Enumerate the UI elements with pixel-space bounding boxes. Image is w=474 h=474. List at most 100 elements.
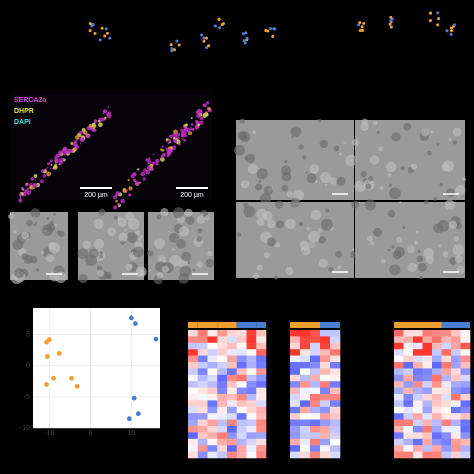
- fluo-speck: [98, 122, 103, 128]
- heat-cell: [300, 336, 311, 344]
- fluo-speck: [26, 190, 31, 196]
- heat-cell: [432, 445, 442, 452]
- heat-cell: [227, 355, 238, 363]
- heat-cell: [403, 342, 414, 350]
- em-texture: [436, 143, 440, 147]
- heat-cell: [300, 355, 311, 363]
- fluo-speck: [160, 155, 164, 159]
- fluo-speck: [102, 112, 105, 115]
- heat-cell: [217, 432, 228, 440]
- heat-cell: [188, 330, 199, 337]
- em-texture: [192, 268, 196, 272]
- em-texture: [320, 171, 332, 184]
- heat-cell: [320, 406, 331, 414]
- heat-cell: [441, 394, 452, 401]
- heat-cell: [197, 400, 208, 408]
- group-bar: [320, 322, 330, 328]
- heat-cell: [310, 432, 321, 440]
- heat-cell: [236, 419, 247, 427]
- top-dot: [437, 17, 441, 21]
- top-dot: [357, 23, 361, 27]
- top-dot: [172, 48, 176, 52]
- em-texture: [242, 134, 248, 140]
- heat-cell: [394, 362, 404, 369]
- heat-cell: [188, 362, 199, 369]
- heat-cell: [227, 432, 238, 440]
- em-texture: [127, 218, 140, 230]
- fluo-speck: [90, 126, 95, 131]
- heat-cell: [441, 406, 452, 414]
- em-texture: [325, 208, 330, 213]
- top-dot: [218, 26, 222, 30]
- heat-cell: [422, 349, 433, 356]
- heat-cell: [441, 413, 452, 420]
- em-texture: [29, 255, 38, 264]
- heat-cell: [246, 362, 257, 369]
- heat-cell: [330, 381, 341, 388]
- heat-cell: [330, 413, 341, 420]
- em-texture: [329, 177, 338, 185]
- em-texture: [93, 218, 104, 229]
- heat-cell: [290, 406, 301, 414]
- heat-cell: [394, 394, 404, 401]
- fluo-speck: [29, 185, 34, 190]
- heat-cell: [422, 342, 433, 350]
- fluo-speck: [57, 154, 61, 158]
- heat-cell: [460, 445, 471, 452]
- heat-cell: [236, 445, 247, 452]
- em-texture: [46, 216, 50, 220]
- heat-cell: [441, 426, 452, 433]
- em-texture: [430, 130, 434, 134]
- heat-cell: [290, 426, 301, 433]
- heat-cell: [320, 438, 331, 446]
- top-dot: [241, 32, 245, 36]
- heat-cell: [441, 438, 452, 446]
- heat-cell: [310, 387, 321, 395]
- heat-cell: [290, 400, 301, 408]
- heat-cell: [188, 413, 199, 420]
- em-texture: [14, 268, 25, 279]
- em-texture: [389, 264, 401, 276]
- heat-cell: [403, 406, 414, 414]
- em-texture: [389, 187, 401, 200]
- heat-cell: [441, 336, 452, 344]
- heat-cell: [227, 381, 238, 388]
- em-texture: [369, 155, 380, 165]
- heat-cell: [330, 406, 341, 414]
- em-texture: [402, 226, 406, 230]
- heat-cell: [246, 400, 257, 408]
- fluo-speck: [167, 148, 172, 153]
- heat-cell: [413, 406, 423, 414]
- heat-cell: [432, 362, 442, 369]
- em-texture: [98, 208, 106, 216]
- heat-cell: [451, 355, 461, 363]
- scale-label: 200 µm: [180, 192, 204, 199]
- heat-cell: [320, 368, 331, 376]
- heat-cell: [413, 445, 423, 452]
- em-texture: [125, 263, 133, 271]
- em-texture: [387, 209, 396, 218]
- top-dot: [244, 31, 248, 35]
- heat-cell: [188, 419, 199, 427]
- point: [44, 354, 50, 359]
- heat-cell: [422, 400, 433, 408]
- heat-cell: [451, 362, 461, 369]
- heat-cell: [460, 394, 471, 401]
- em-texture: [399, 201, 402, 205]
- fluo-speck: [79, 137, 84, 142]
- heat-cell: [197, 368, 208, 376]
- heat-cell: [460, 368, 471, 376]
- heat-cell: [422, 330, 433, 337]
- fluo-speck: [91, 122, 96, 127]
- heat-cell: [432, 394, 442, 401]
- heat-cell: [290, 355, 301, 363]
- heat-cell: [460, 419, 471, 427]
- heat-cell: [413, 432, 423, 440]
- fluo-speck: [181, 137, 184, 140]
- heat-cell: [217, 336, 228, 344]
- heat-cell: [236, 362, 247, 369]
- heat-cell: [394, 342, 404, 350]
- heat-cell: [207, 419, 218, 427]
- em-texture: [360, 171, 367, 178]
- em-texture: [417, 249, 421, 254]
